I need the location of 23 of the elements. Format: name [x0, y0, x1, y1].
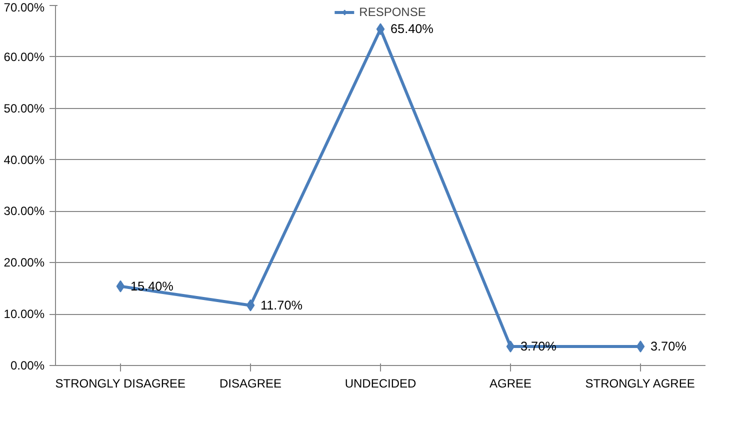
point — [376, 23, 385, 36]
y-tick-label: 60.00% — [4, 50, 45, 64]
x-tick-label: AGREE — [489, 376, 532, 390]
data-label: 11.70% — [260, 298, 302, 312]
x-tick-label: STRONGLY AGREE — [585, 376, 695, 390]
y-tick-label: 50.00% — [4, 101, 45, 116]
data-label: 65.40% — [390, 22, 434, 36]
x-tick-label: UNDECIDED — [344, 376, 417, 390]
y-tick-label: 70.00% — [4, 0, 45, 14]
legend-label: RESPONSE — [359, 5, 426, 19]
y-tick-label: 40.00% — [4, 152, 45, 167]
y-tick-label: 20.00% — [4, 256, 45, 270]
point — [636, 340, 645, 352]
y-tick-label: 10.00% — [4, 307, 45, 322]
point — [506, 340, 515, 352]
y-tick-label: 0.00% — [10, 358, 45, 372]
data-label: 3.70% — [650, 339, 686, 354]
x-tick-label: STRONGLY DISAGREE — [55, 376, 186, 390]
y-tick-label: 30.00% — [4, 204, 45, 218]
point — [246, 299, 255, 312]
point — [116, 280, 125, 292]
data-label: 15.40% — [130, 279, 174, 294]
x-tick-label: DISAGREE — [219, 376, 282, 390]
